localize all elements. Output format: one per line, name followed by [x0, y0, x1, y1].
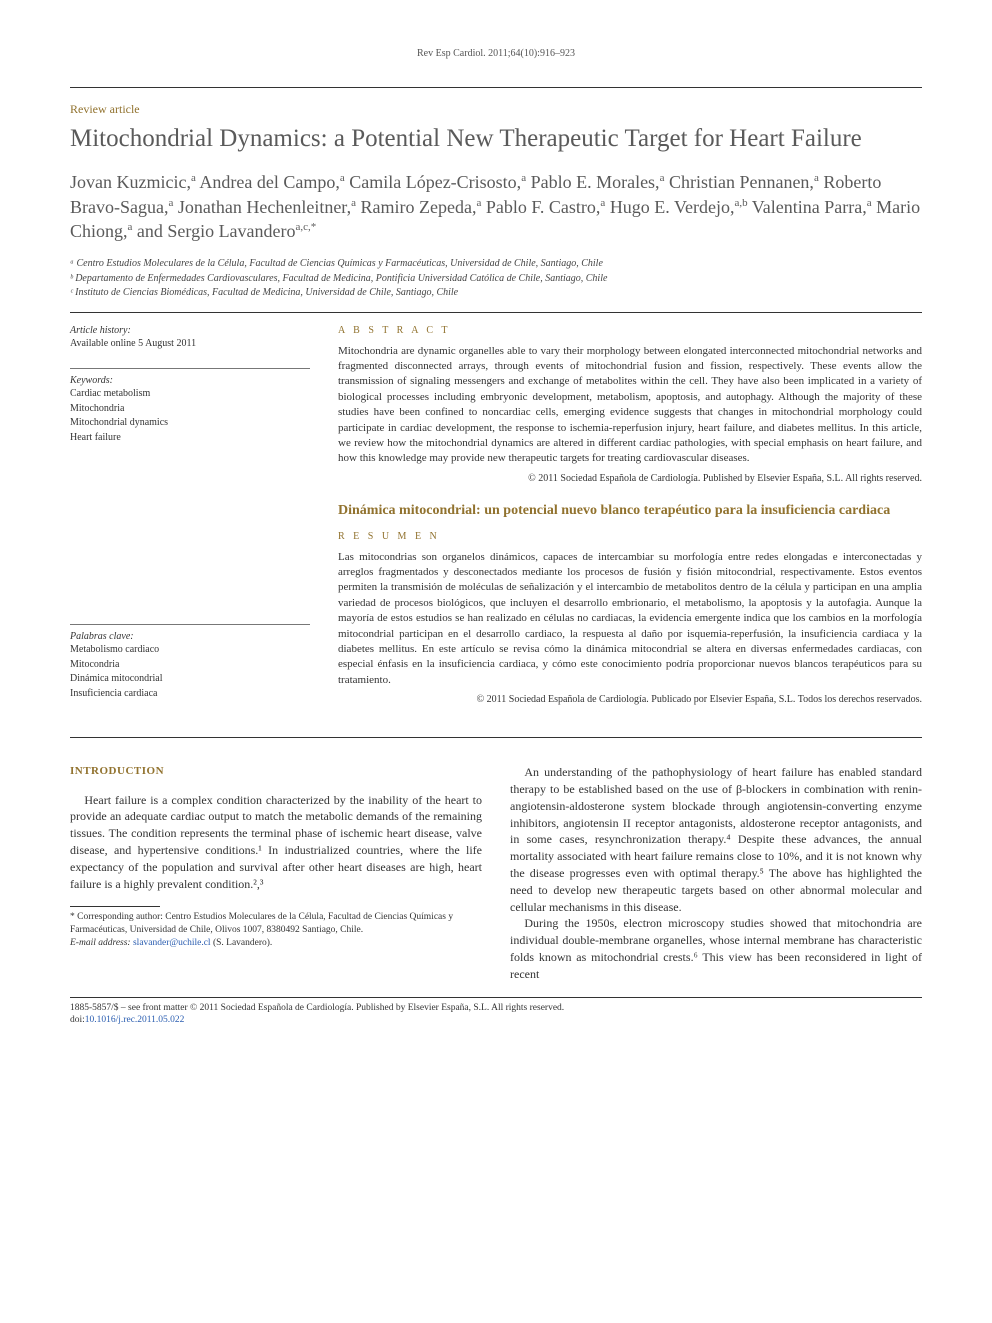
keywords-block: Keywords: Cardiac metabolism Mitochondri… [70, 368, 310, 444]
article-type: Review article [70, 102, 922, 117]
palabra: Insuficiencia cardiaca [70, 687, 310, 701]
doi-link[interactable]: 10.1016/j.rec.2011.05.022 [85, 1015, 185, 1025]
footnote-separator [70, 906, 160, 907]
section-rule [70, 312, 922, 313]
abstract-text: Mitochondria are dynamic organelles able… [338, 344, 922, 467]
keyword: Mitochondrial dynamics [70, 416, 310, 430]
history-line: Available online 5 August 2011 [70, 337, 310, 351]
footnote-text: Corresponding author: Centro Estudios Mo… [70, 912, 453, 935]
keyword: Mitochondria [70, 402, 310, 416]
introduction-head: INTRODUCTION [70, 764, 482, 779]
history-label: Article history: [70, 325, 310, 336]
body-columns: INTRODUCTION Heart failure is a complex … [70, 764, 922, 982]
resumen-copyright: © 2011 Sociedad Española de Cardiología.… [338, 694, 922, 705]
doi-label: doi: [70, 1015, 85, 1025]
palabras-block: Palabras clave: Metabolismo cardiaco Mit… [70, 624, 310, 700]
email-label: E-mail address: [70, 938, 131, 948]
abstract-copyright: © 2011 Sociedad Española de Cardiología.… [338, 473, 922, 484]
corresponding-author-note: * Corresponding author: Centro Estudios … [70, 911, 482, 949]
journal-reference: Rev Esp Cardiol. 2011;64(10):916–923 [70, 48, 922, 59]
resumen-text: Las mitocondrias son organelos dinámicos… [338, 550, 922, 689]
right-abstract-column: A B S T R A C T Mitochondria are dynamic… [338, 325, 922, 724]
abstract-head: A B S T R A C T [338, 325, 922, 336]
footnote-star: * [70, 912, 75, 922]
keywords-label: Keywords: [70, 375, 310, 386]
email-who: (S. Lavandero). [213, 938, 272, 948]
article-history-block: Article history: Available online 5 Augu… [70, 325, 310, 351]
palabra: Metabolismo cardiaco [70, 643, 310, 657]
article-title: Mitochondrial Dynamics: a Potential New … [70, 123, 922, 154]
alt-title: Dinámica mitocondrial: un potencial nuev… [338, 502, 922, 521]
palabra: Mitocondria [70, 658, 310, 672]
intro-paragraph: Heart failure is a complex condition cha… [70, 792, 482, 893]
authors-list: Jovan Kuzmicic,a Andrea del Campo,a Cami… [70, 170, 922, 243]
footer-copyright: 1885-5857/$ – see front matter © 2011 So… [70, 1002, 922, 1015]
page-footer: 1885-5857/$ – see front matter © 2011 So… [70, 1002, 922, 1028]
affiliations: ᵃ Centro Estudios Moleculares de la Célu… [70, 257, 922, 300]
keyword: Heart failure [70, 431, 310, 445]
abstract-bottom-rule [70, 737, 922, 738]
top-rule [70, 87, 922, 88]
footer-rule [70, 997, 922, 998]
affiliation: ᵇ Departamento de Enfermedades Cardiovas… [70, 272, 922, 286]
affiliation: ᵃ Centro Estudios Moleculares de la Célu… [70, 257, 922, 271]
affiliation: ᶜ Instituto de Ciencias Biomédicas, Facu… [70, 286, 922, 300]
keyword: Cardiac metabolism [70, 387, 310, 401]
left-meta-column: Article history: Available online 5 Augu… [70, 325, 310, 724]
intro-paragraph: An understanding of the pathophysiology … [510, 764, 922, 915]
corresponding-email[interactable]: slavander@uchile.cl [133, 938, 211, 948]
palabras-label: Palabras clave: [70, 631, 310, 642]
palabra: Dinámica mitocondrial [70, 672, 310, 686]
intro-paragraph: During the 1950s, electron microscopy st… [510, 915, 922, 982]
resumen-head: R E S U M E N [338, 531, 922, 542]
